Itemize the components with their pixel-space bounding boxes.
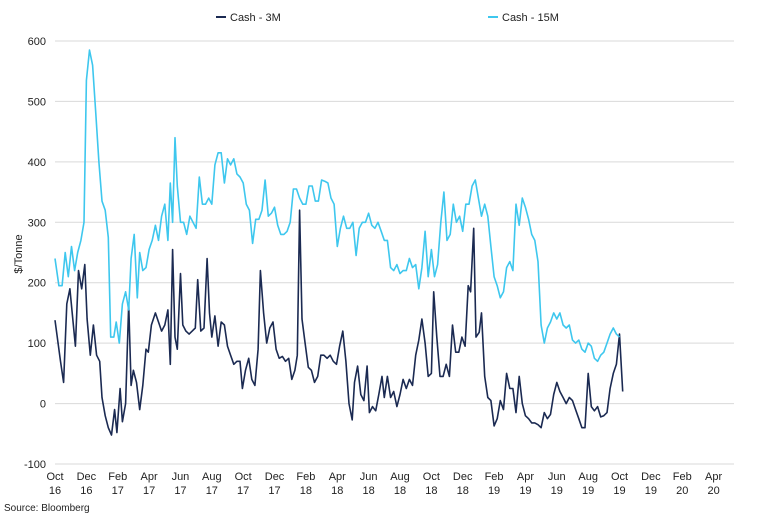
x-tick-label-year: 19: [519, 485, 531, 497]
x-tick-label-month: Dec: [265, 471, 285, 483]
x-tick-label-year: 19: [645, 485, 657, 497]
y-axis-label: $/Tonne: [13, 234, 25, 273]
x-tick-label-month: Dec: [453, 471, 473, 483]
x-tick-label-month: Aug: [202, 471, 222, 483]
x-tick-label-month: Jun: [172, 471, 190, 483]
x-tick-label-month: Aug: [390, 471, 410, 483]
x-tick-label-year: 18: [363, 485, 375, 497]
legend: Cash - 3M Cash - 15M: [216, 12, 559, 24]
x-tick-label-year: 19: [582, 485, 594, 497]
x-tick-label-year: 18: [300, 485, 312, 497]
series-line-cash-15m: [54, 49, 621, 363]
x-tick-label-month: Apr: [517, 471, 534, 483]
x-tick-label-year: 19: [488, 485, 500, 497]
x-tick-label-month: Dec: [641, 471, 661, 483]
x-tick-label-month: Apr: [329, 471, 346, 483]
x-axis-tick-labels: Oct 16 Dec 16 Feb 17 Apr 17 Jun 17 Aug 17 Oct 17 Dec 17…: [46, 471, 722, 497]
x-tick-label-month: Oct: [235, 471, 252, 483]
y-tick-label: 300: [28, 217, 46, 229]
source-note: Source: Bloomberg: [4, 503, 90, 514]
x-tick-label-month: Apr: [705, 471, 722, 483]
x-tick-label-month: Feb: [485, 471, 504, 483]
x-tick-label-year: 18: [331, 485, 343, 497]
y-tick-label: -100: [24, 459, 46, 471]
x-tick-label-year: 20: [676, 485, 688, 497]
y-tick-label: 500: [28, 96, 46, 108]
x-tick-label-year: 17: [174, 485, 186, 497]
series-lines: [54, 49, 624, 436]
x-tick-label-month: Aug: [578, 471, 598, 483]
x-tick-label-year: 17: [237, 485, 249, 497]
x-tick-label-month: Feb: [108, 471, 127, 483]
x-tick-label-year: 19: [613, 485, 625, 497]
x-tick-label-year: 20: [707, 485, 719, 497]
legend-label-cash-15m: Cash - 15M: [502, 12, 559, 24]
x-tick-label-year: 17: [206, 485, 218, 497]
y-axis-tick-labels: -100 0 100 200 300 400 500 600: [24, 36, 46, 471]
x-tick-label-month: Jun: [548, 471, 566, 483]
x-tick-label-month: Oct: [46, 471, 63, 483]
y-tick-label: 600: [28, 36, 46, 48]
x-tick-label-month: Feb: [673, 471, 692, 483]
x-tick-label-month: Jun: [360, 471, 378, 483]
y-tick-label: 400: [28, 157, 46, 169]
x-tick-label-month: Feb: [296, 471, 315, 483]
x-tick-label-year: 19: [551, 485, 563, 497]
gridlines: [55, 40, 734, 465]
y-tick-label: 100: [28, 338, 46, 350]
x-tick-label-month: Apr: [141, 471, 158, 483]
x-tick-label-year: 17: [112, 485, 124, 497]
x-tick-label-year: 18: [394, 485, 406, 497]
x-tick-label-year: 17: [268, 485, 280, 497]
x-tick-label-year: 16: [80, 485, 92, 497]
x-tick-label-year: 18: [425, 485, 437, 497]
x-tick-label-month: Oct: [423, 471, 440, 483]
x-tick-label-year: 18: [457, 485, 469, 497]
x-tick-label-month: Oct: [611, 471, 628, 483]
legend-label-cash-3m: Cash - 3M: [230, 12, 281, 24]
x-tick-label-year: 16: [49, 485, 61, 497]
x-tick-label-month: Dec: [77, 471, 97, 483]
x-tick-label-year: 17: [143, 485, 155, 497]
y-tick-label: 200: [28, 278, 46, 290]
series-line-cash-3m: [54, 209, 624, 436]
y-tick-label: 0: [40, 399, 46, 411]
